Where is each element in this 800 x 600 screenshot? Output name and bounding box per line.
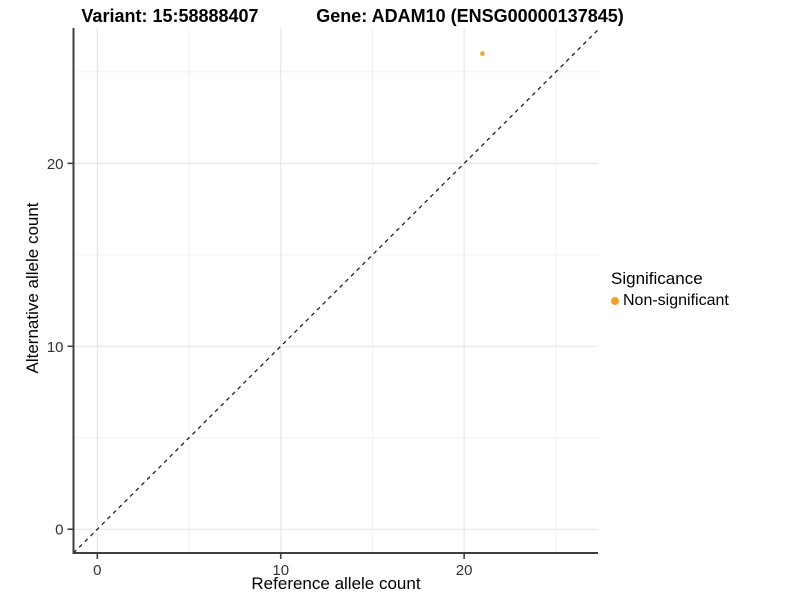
- identity-line: [73, 29, 599, 554]
- legend-item-non-significant: Non-significant: [611, 292, 729, 310]
- data-point: [480, 51, 485, 56]
- y-tick-label: 0: [55, 522, 63, 539]
- legend-title: Significance: [611, 269, 703, 288]
- legend-item-label: Non-significant: [623, 292, 729, 309]
- plot-title-variant: Variant: 15:58888407: [81, 6, 258, 26]
- y-tick-label: 20: [47, 156, 64, 173]
- axes: 0 10 20 0 10 20: [47, 28, 598, 579]
- legend-point-swatch: [611, 297, 619, 305]
- x-axis-label: Reference allele count: [251, 574, 420, 593]
- legend: Significance Non-significant: [611, 269, 729, 310]
- x-tick-label: 10: [272, 562, 289, 579]
- y-tick-label: 10: [47, 339, 64, 356]
- data-layer: [73, 29, 599, 554]
- plot-title-gene: Gene: ADAM10 (ENSG00000137845): [316, 6, 623, 26]
- x-tick-label: 20: [456, 562, 473, 579]
- y-axis-label: Alternative allele count: [23, 202, 42, 373]
- x-tick-label: 0: [93, 562, 101, 579]
- gridlines: [73, 28, 598, 553]
